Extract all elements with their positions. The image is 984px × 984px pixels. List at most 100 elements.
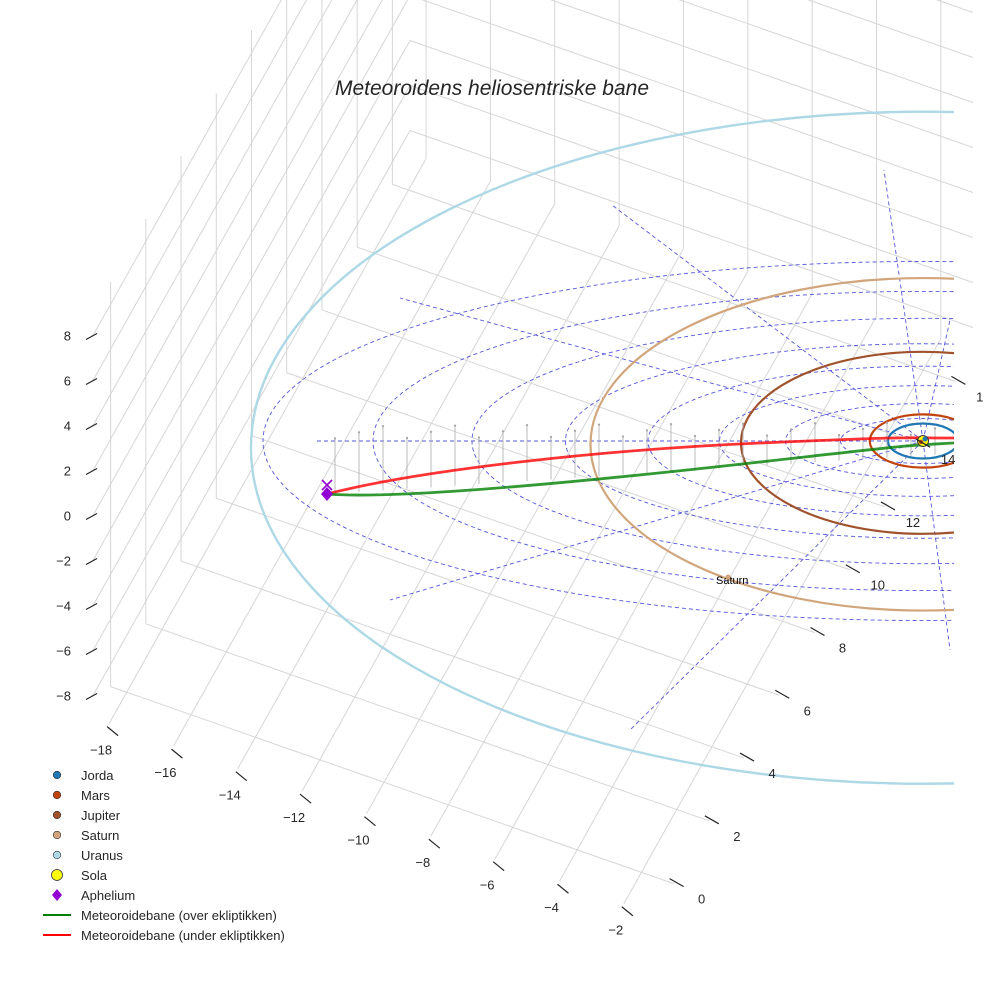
stem-tip <box>885 421 889 424</box>
legend-item-jorda: Jorda <box>40 765 285 785</box>
axis-ticks: −18 −16 −14 −12 −10 −8 −6 −4 −2 0 2 4 6 8 10 12 14 16 −8 −6… <box>56 329 984 938</box>
stem-tip <box>909 433 913 436</box>
legend-marker-meteoroidebane-over-ekliptikken <box>40 905 74 925</box>
markers: Saturn <box>321 435 929 587</box>
legend-label: Saturn <box>81 827 120 843</box>
stem-tip <box>645 429 649 432</box>
ecliptic-spoke <box>389 440 924 601</box>
y-tick-label: 16 <box>976 389 984 404</box>
x-tick-label: −6 <box>480 878 495 893</box>
legend-label: Jorda <box>81 767 114 783</box>
grid-line <box>92 0 358 471</box>
stem-tip <box>405 436 409 440</box>
legend-item-aphelium: Aphelium <box>40 885 285 905</box>
legend-label: Sola <box>81 867 108 883</box>
z-tick-mark <box>85 647 98 656</box>
stem-tip <box>669 423 673 426</box>
axis-grid <box>92 0 974 904</box>
x-tick-label: −4 <box>544 900 559 915</box>
grid-line <box>110 686 674 885</box>
legend-marker-uranus <box>40 845 74 865</box>
z-tick-mark <box>85 602 98 611</box>
grid-line <box>92 0 409 561</box>
meteoroid-path-below-ecliptic <box>326 436 955 496</box>
legend-item-mars: Mars <box>40 785 285 805</box>
aphelion-marker <box>321 487 333 501</box>
y-tick-mark <box>915 438 931 448</box>
y-tick-label: 6 <box>804 703 811 718</box>
saturn-dot <box>725 574 731 580</box>
grid-line <box>409 40 974 238</box>
ecliptic-spoke <box>883 169 924 442</box>
orbit-jorda <box>886 422 954 460</box>
legend-item-uranus: Uranus <box>40 845 285 865</box>
stem-tip <box>381 424 385 428</box>
y-tick-label: 2 <box>733 829 740 844</box>
ecliptic-spoke <box>922 440 951 651</box>
stem-tip <box>501 430 505 433</box>
x-tick-label: −14 <box>219 788 241 803</box>
y-tick-label: 4 <box>768 766 775 781</box>
x-tick-label: −16 <box>154 765 176 780</box>
annotation-jor: Jor <box>958 430 974 442</box>
grid-line <box>145 623 709 822</box>
grid-line <box>321 309 886 508</box>
z-tick-mark <box>85 422 98 431</box>
grid-line <box>678 0 974 103</box>
y-tick-mark <box>951 375 966 385</box>
z-tick-mark <box>85 692 98 701</box>
ecliptic-spoke <box>399 297 924 442</box>
x-tick-label: −12 <box>283 810 305 825</box>
x-tick-mark <box>171 748 183 759</box>
grid-line <box>807 0 974 58</box>
z-tick-mark <box>85 512 98 521</box>
z-tick-label: 0 <box>64 509 71 524</box>
meteoroid-path-above-ecliptic <box>326 441 955 497</box>
ecliptic-ring <box>262 261 954 621</box>
y-tick-mark <box>845 564 861 574</box>
orbit-uranus <box>250 110 954 785</box>
z-tick-label: 2 <box>64 464 71 479</box>
grid-line <box>251 435 815 633</box>
stem-tip <box>429 430 433 434</box>
y-tick-label: 8 <box>839 641 846 656</box>
grid-line <box>935 0 974 13</box>
grid-line <box>92 40 411 606</box>
legend-item-sola: Sola <box>40 865 285 885</box>
x-tick-label: −10 <box>347 833 369 848</box>
legend-marker-meteoroidebane-under-ekliptikken <box>40 925 74 945</box>
grid-line <box>286 372 850 571</box>
meteoroid-path <box>326 436 955 497</box>
grid-line <box>92 0 333 426</box>
grid-line <box>409 130 974 328</box>
stem-tip <box>453 424 457 427</box>
legend-label: Mars <box>81 787 110 803</box>
legend-marker-jorda <box>40 765 74 785</box>
x-tick-mark <box>492 861 505 872</box>
x-tick-mark <box>235 771 248 782</box>
ecliptic-ring <box>719 385 954 497</box>
legend-item-saturn: Saturn <box>40 825 285 845</box>
x-tick-mark <box>621 906 634 917</box>
legend-marker-sola <box>40 865 74 885</box>
y-tick-mark <box>774 689 790 699</box>
grid-line <box>216 497 780 696</box>
legend-label: Meteoroidebane (under ekliptikken) <box>81 927 285 943</box>
stem-tip <box>765 434 769 437</box>
annotation-saturn: Saturn <box>716 575 748 587</box>
z-tick-label: −8 <box>56 689 71 704</box>
z-tick-label: 6 <box>64 374 71 389</box>
legend-marker-aphelium <box>40 885 74 905</box>
y-tick-mark <box>669 878 684 888</box>
x-tick-label: −8 <box>415 855 430 870</box>
z-tick-mark <box>85 467 98 476</box>
stem-tip <box>525 424 529 427</box>
z-tick-label: −4 <box>56 599 71 614</box>
stem-tip <box>573 429 577 433</box>
grid-line <box>92 0 282 336</box>
orbit-saturn <box>589 277 954 612</box>
z-tick-label: −2 <box>56 554 71 569</box>
legend-label: Uranus <box>81 847 123 863</box>
grid-line <box>392 183 956 382</box>
z-tick-mark <box>85 377 98 386</box>
